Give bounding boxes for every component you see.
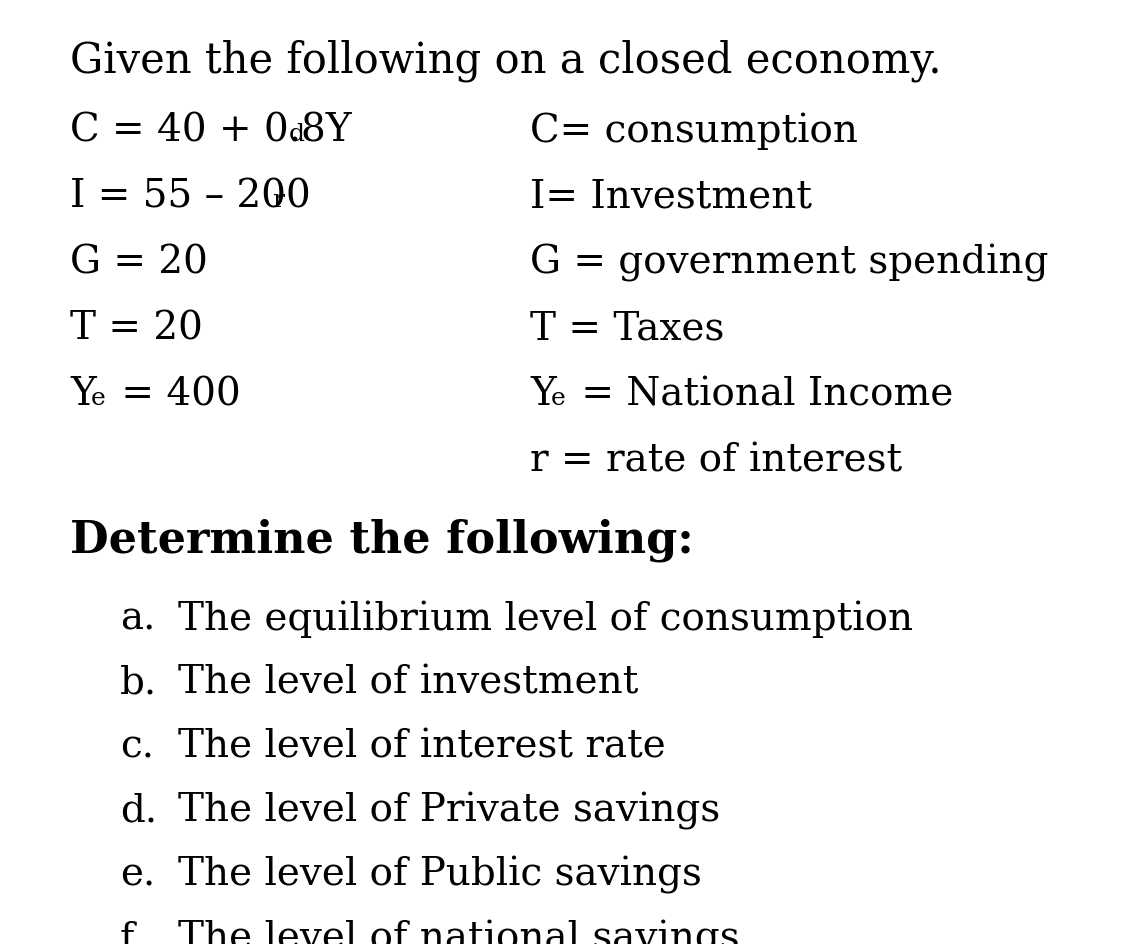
Text: The level of national savings: The level of national savings: [178, 919, 739, 944]
Text: d: d: [289, 123, 305, 145]
Text: e.: e.: [120, 855, 155, 892]
Text: The level of Private savings: The level of Private savings: [178, 791, 720, 829]
Text: I = 55 – 200: I = 55 – 200: [70, 177, 311, 215]
Text: I= Investment: I= Investment: [530, 177, 812, 215]
Text: The level of investment: The level of investment: [178, 664, 638, 700]
Text: T = 20: T = 20: [70, 310, 203, 346]
Text: c.: c.: [120, 727, 154, 765]
Text: The level of Public savings: The level of Public savings: [178, 855, 702, 893]
Text: a.: a.: [120, 599, 155, 636]
Text: = 400: = 400: [109, 376, 241, 413]
Text: G = 20: G = 20: [70, 244, 208, 280]
Text: G = government spending: G = government spending: [530, 244, 1048, 281]
Text: = National Income: = National Income: [569, 376, 953, 413]
Text: b.: b.: [120, 664, 157, 700]
Text: C= consumption: C= consumption: [530, 112, 858, 149]
Text: T = Taxes: T = Taxes: [530, 310, 724, 346]
Text: The equilibrium level of consumption: The equilibrium level of consumption: [178, 599, 914, 637]
Text: Y: Y: [70, 376, 96, 413]
Text: f.: f.: [120, 919, 145, 944]
Text: r = rate of interest: r = rate of interest: [530, 442, 902, 479]
Text: Y: Y: [530, 376, 556, 413]
Text: e: e: [91, 387, 105, 410]
Text: e: e: [551, 387, 566, 410]
Text: Given the following on a closed economy.: Given the following on a closed economy.: [70, 40, 942, 82]
Text: C = 40 + 0.8Y: C = 40 + 0.8Y: [70, 112, 352, 149]
Text: d.: d.: [120, 791, 157, 828]
Text: The level of interest rate: The level of interest rate: [178, 727, 666, 765]
Text: r: r: [272, 189, 284, 211]
Text: Determine the following:: Determine the following:: [70, 517, 694, 561]
